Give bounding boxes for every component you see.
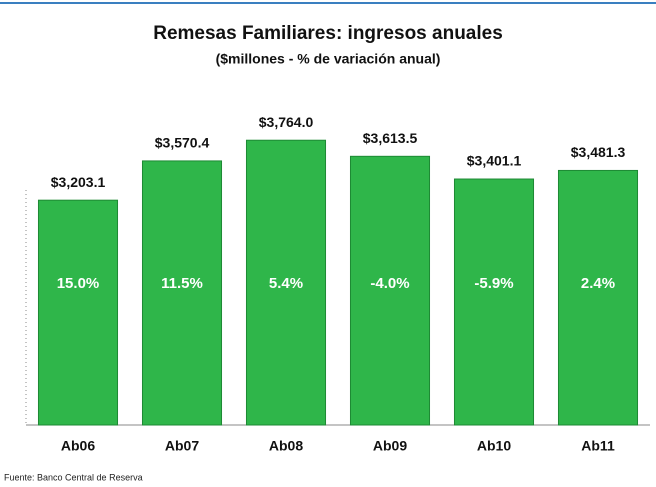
bar: [349, 155, 431, 426]
x-tick-label: Ab08: [269, 438, 303, 454]
x-tick-label: Ab06: [61, 438, 95, 454]
x-tick-label: Ab10: [477, 438, 511, 454]
growth-label: 11.5%: [161, 275, 203, 292]
x-tick-label: Ab09: [373, 438, 407, 454]
value-label: $3,481.3: [571, 144, 626, 160]
growth-label: 2.4%: [581, 275, 615, 292]
value-label: $3,613.5: [363, 130, 418, 146]
growth-label: 15.0%: [57, 275, 100, 292]
bar: [37, 199, 119, 426]
x-tick-label: Ab11: [581, 438, 615, 454]
value-label: $3,570.4: [155, 135, 210, 151]
bar: [453, 178, 535, 426]
value-label: $3,203.1: [51, 174, 106, 190]
x-tick-label: Ab07: [165, 438, 199, 454]
growth-label: -4.0%: [370, 275, 409, 292]
value-label: $3,401.1: [467, 153, 522, 169]
chart-subtitle: ($millones - % de variación anual): [216, 51, 441, 67]
bar: [557, 169, 639, 426]
growth-label: -5.9%: [474, 275, 513, 292]
chart-title: Remesas Familiares: ingresos anuales: [153, 23, 503, 44]
source-note: Fuente: Banco Central de Reserva: [4, 472, 143, 482]
bar: [245, 139, 327, 426]
value-label: $3,764.0: [259, 114, 314, 130]
growth-label: 5.4%: [269, 275, 303, 292]
bar: [141, 160, 223, 426]
